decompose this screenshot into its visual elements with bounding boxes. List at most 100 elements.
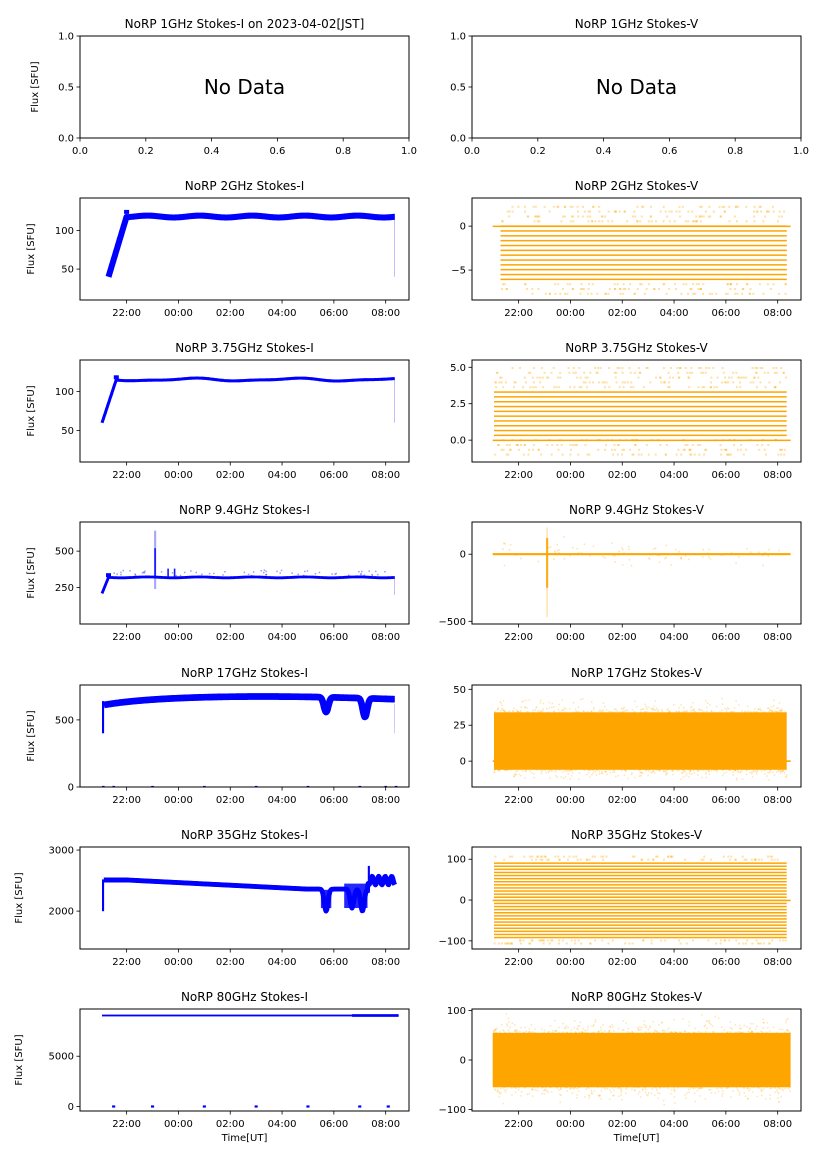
data-point [550,769,553,772]
data-point [589,769,591,771]
data-point [575,1097,578,1099]
end-drop [394,379,395,423]
data-point [558,939,561,942]
data-point [570,1032,572,1034]
data-point [544,292,547,295]
data-point [594,1021,597,1023]
data-point [514,773,517,776]
data-point [522,1031,525,1034]
zero-mark [102,785,105,787]
data-point [539,702,542,704]
data-point [582,710,584,712]
data-point [514,1091,517,1093]
data-point [530,1024,533,1026]
data-point [553,386,556,389]
data-point [589,942,592,945]
data-point [597,1094,600,1097]
data-point [764,453,767,456]
data-point [554,551,556,554]
data-point [508,549,511,551]
data-point [649,1025,651,1028]
data-point [701,709,703,712]
data-point [678,205,681,208]
data-point [593,711,595,713]
data-point [727,1031,729,1033]
data-point [773,371,776,374]
data-point [721,1087,723,1090]
data-point [663,381,665,384]
data-point [681,205,684,208]
data-point [691,210,694,213]
data-point [665,773,668,775]
data-point [500,702,503,704]
data-point [504,942,507,945]
data-point [524,1087,526,1089]
quantized-level [500,244,787,247]
quantized-level [494,905,787,908]
data-point [641,858,643,861]
data-point [769,769,772,771]
data-point [728,220,731,223]
data-point [502,1087,505,1089]
data-point [495,1029,497,1031]
data-point [384,571,386,573]
data-point [672,773,674,776]
data-point [618,550,620,553]
noise-band [494,712,787,770]
data-point [786,1029,788,1031]
data-point [539,855,542,858]
axes-frame [471,684,802,788]
data-point [588,381,591,384]
data-point [677,1087,679,1089]
data-point [625,769,627,772]
data-point [765,1098,767,1100]
data-point [654,700,657,702]
data-point [371,573,373,576]
data-point [774,1087,776,1089]
data-point [602,858,605,861]
data-point [735,777,738,779]
data-point [760,709,763,712]
data-point [524,1026,526,1029]
y-tick-label: 25 [453,721,466,732]
data-point [537,215,539,218]
data-point [587,1086,589,1089]
data-point [571,205,574,208]
data-point [723,205,726,208]
data-point [678,710,680,712]
data-point [766,210,769,213]
y-axis-label: Flux [SFU] [26,710,37,761]
x-tick-label: 00:00 [164,470,193,481]
data-point [638,775,641,777]
data-point [729,288,732,290]
data-point [729,283,732,286]
data-point [709,704,711,706]
data-point [513,1086,515,1089]
data-point [636,220,639,223]
data-point [584,376,587,379]
subplot-title: NoRP 17GHz Stokes-V [571,666,703,680]
data-point [568,708,571,710]
data-point [566,770,568,772]
data-point [561,699,564,701]
data-point [784,775,787,778]
data-point [526,215,529,218]
data-point [670,210,673,213]
data-point [612,771,614,774]
data-point [495,371,498,374]
data-point [762,554,764,557]
data-point [513,707,515,710]
data-point [546,444,549,446]
data-point [618,444,620,446]
data-point [535,707,537,709]
data-point [534,1089,537,1091]
data-point [134,573,136,575]
data-point [653,705,655,708]
data-point [578,1031,581,1033]
data-point [552,205,555,208]
data-point [613,371,616,374]
x-tick-label: 1.0 [401,146,417,157]
data-point [661,1029,664,1032]
data-point [739,1028,741,1030]
data-point [652,770,655,772]
